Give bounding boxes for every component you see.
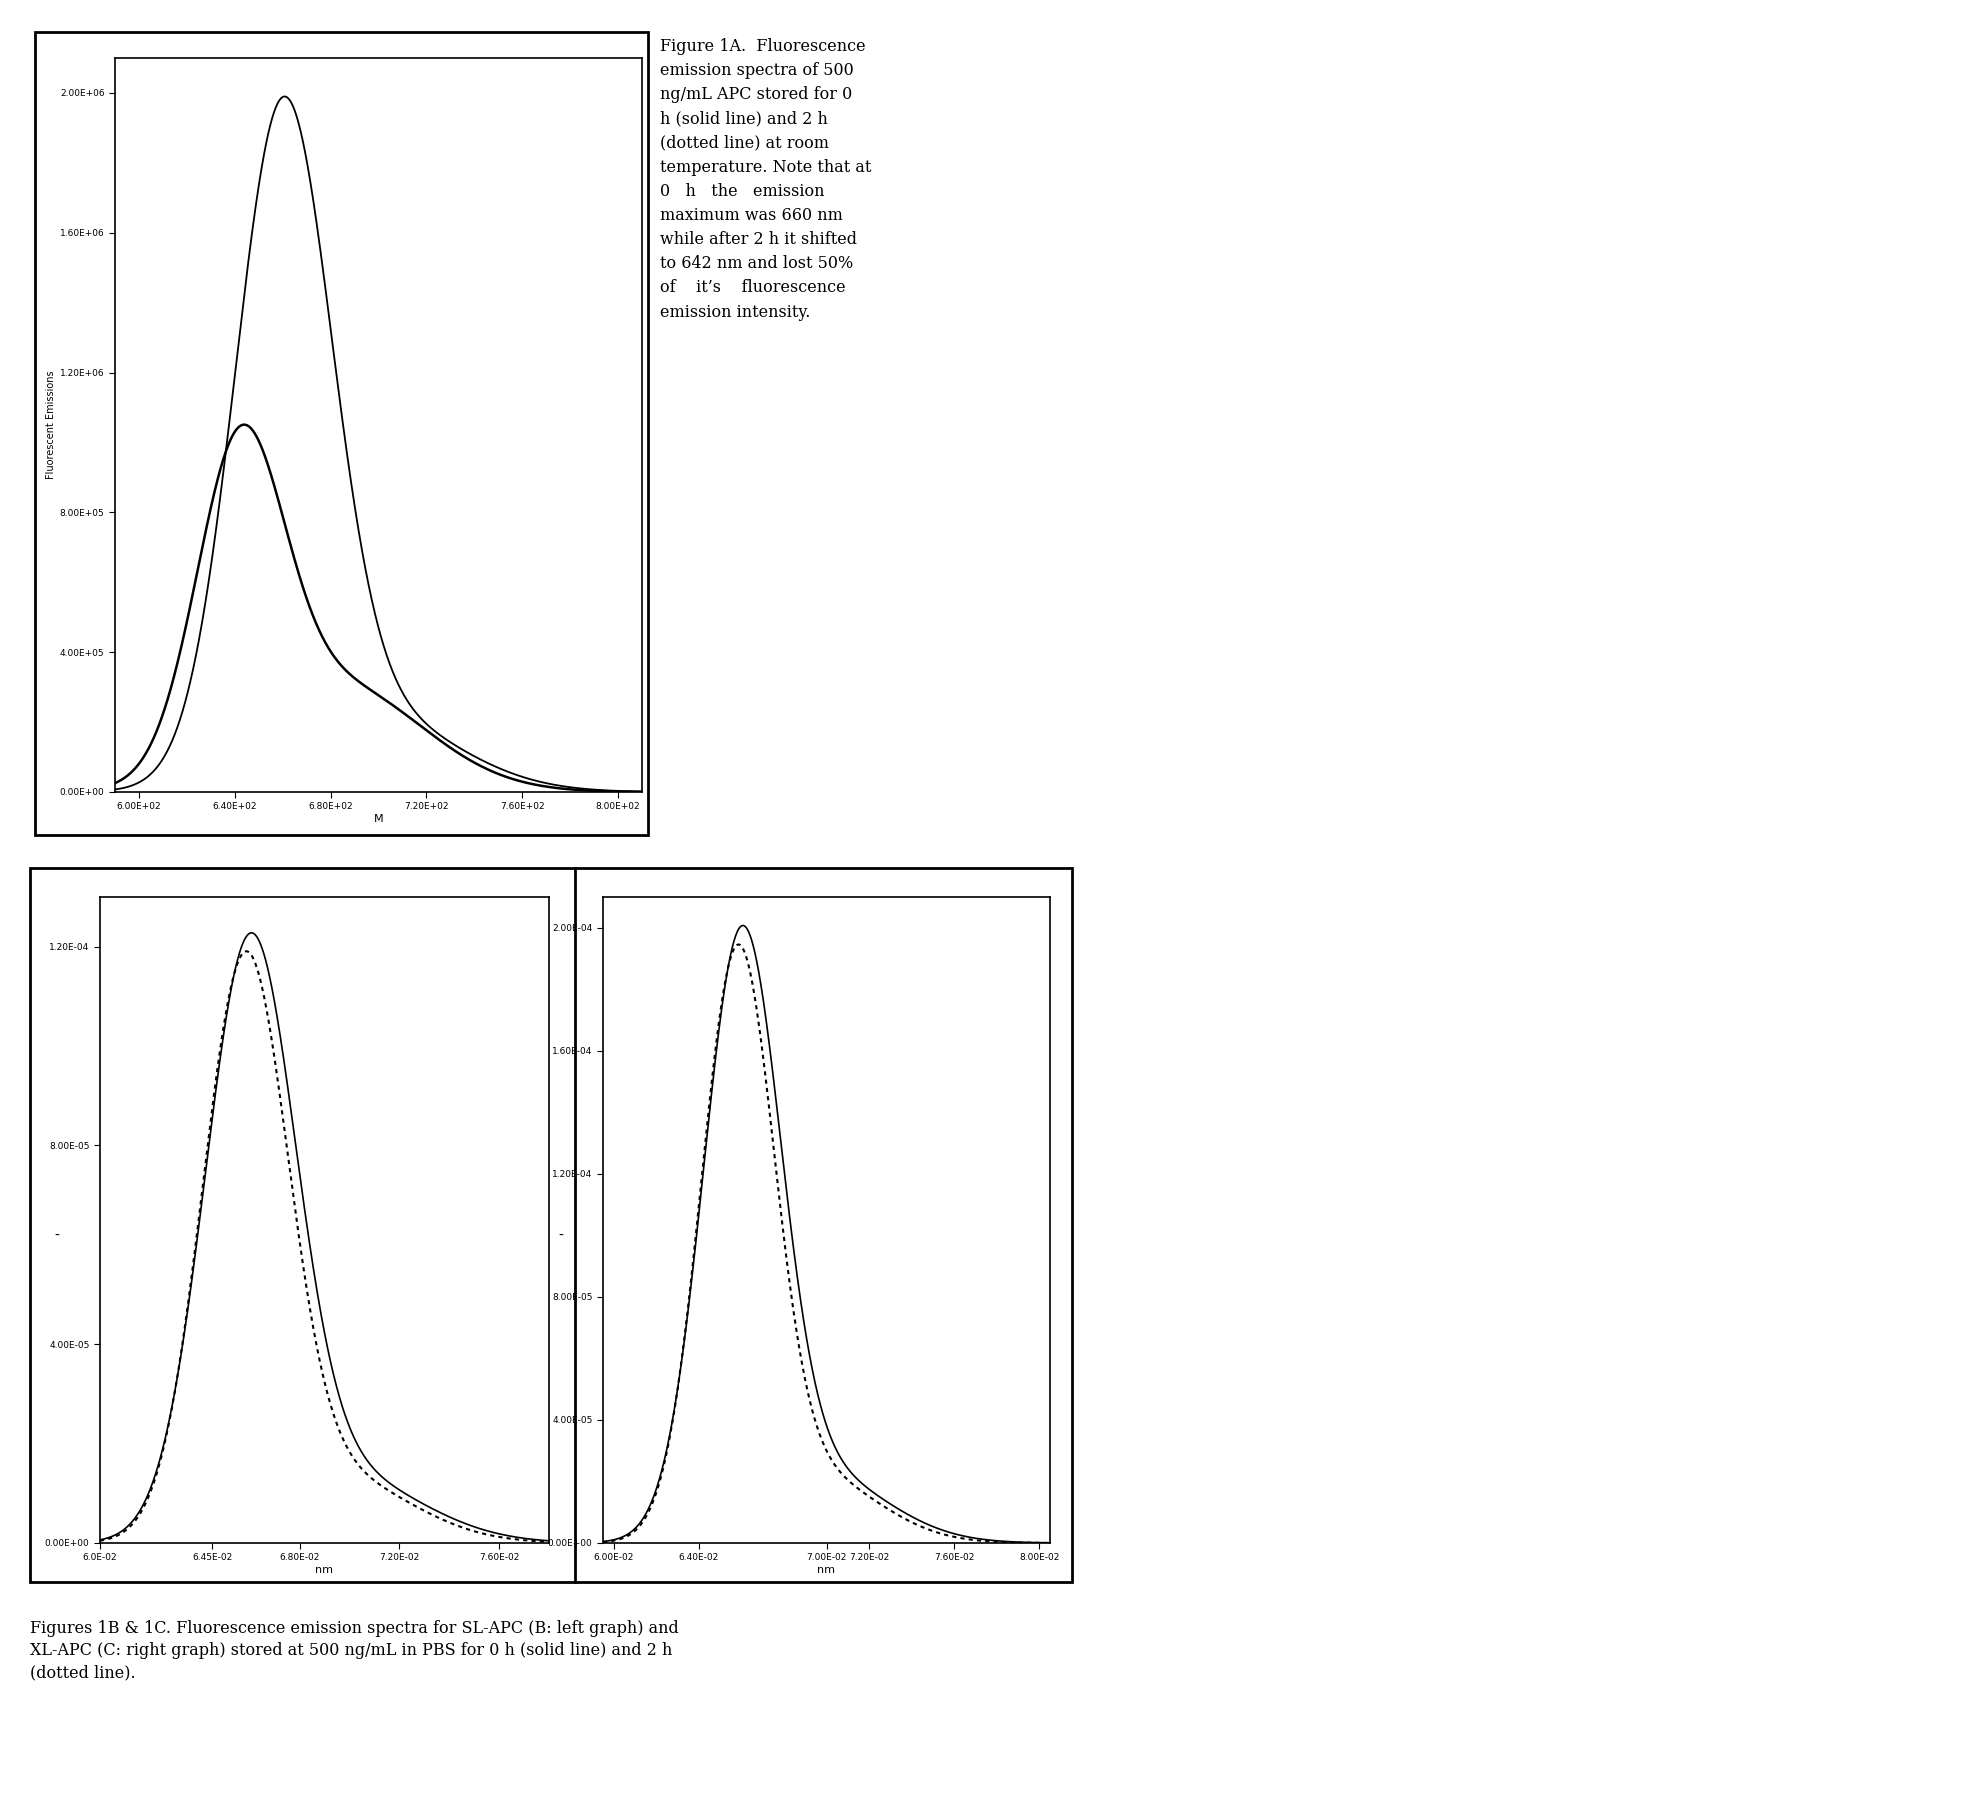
Y-axis label: Fluorescent Emissions: Fluorescent Emissions	[45, 371, 55, 479]
Text: Figure 1A.  Fluorescence
emission spectra of 500
ng/mL APC stored for 0
h (solid: Figure 1A. Fluorescence emission spectra…	[659, 38, 871, 320]
X-axis label: nm: nm	[316, 1566, 334, 1575]
X-axis label: M: M	[373, 814, 383, 824]
Text: -: -	[557, 1228, 563, 1242]
X-axis label: nm: nm	[818, 1566, 836, 1575]
Text: Figures 1B & 1C. Fluorescence emission spectra for SL-APC (B: left graph) and
XL: Figures 1B & 1C. Fluorescence emission s…	[29, 1620, 679, 1681]
Text: -: -	[55, 1228, 59, 1242]
